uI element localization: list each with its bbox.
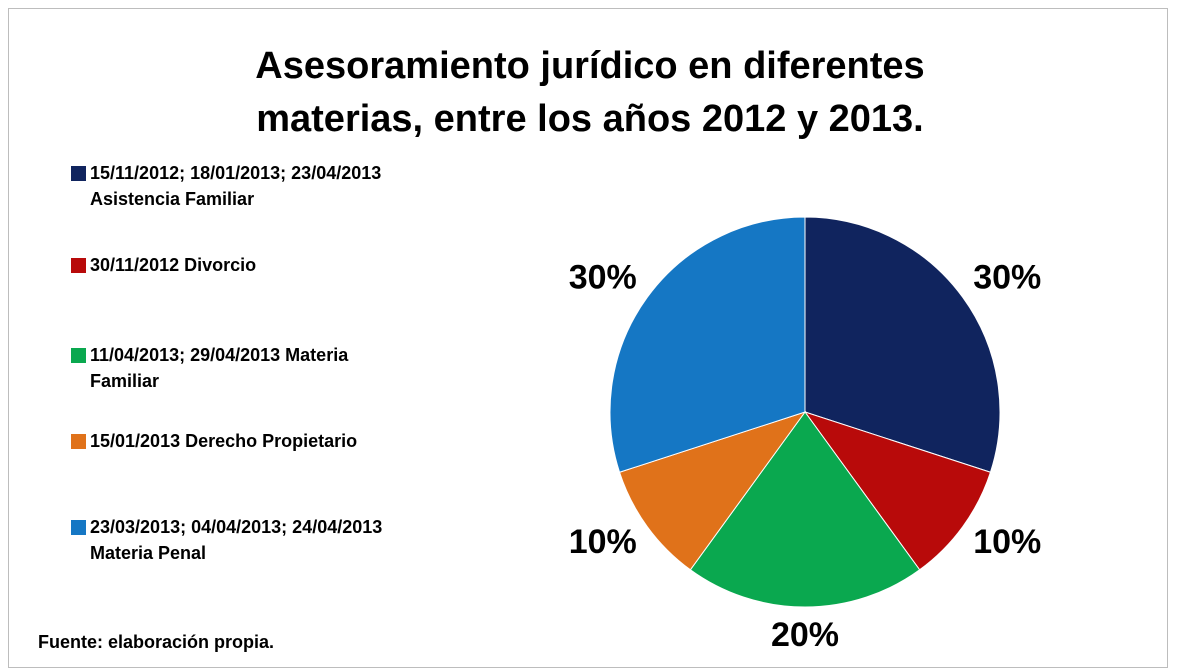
legend-label: 11/04/2013; 29/04/2013 Materia Familiar bbox=[90, 345, 349, 391]
data-label: 30% bbox=[973, 259, 1041, 297]
legend-entry: 30/11/2012 Divorcio bbox=[71, 252, 390, 278]
pie-slice bbox=[803, 411, 992, 571]
legend-swatch bbox=[71, 258, 86, 273]
pie-slice bbox=[618, 411, 807, 571]
legend-entry: 15/01/2013 Derecho Propietario bbox=[71, 428, 390, 454]
legend-label: 15/11/2012; 18/01/2013; 23/04/2013 Asist… bbox=[90, 163, 382, 209]
pie-slice bbox=[804, 216, 1001, 473]
data-label: 10% bbox=[973, 523, 1041, 561]
legend-swatch bbox=[71, 348, 86, 363]
pie-slice bbox=[689, 411, 921, 608]
legend-entry: 11/04/2013; 29/04/2013 Materia Familiar bbox=[71, 342, 390, 394]
chart-title: Asesoramiento jurídico en diferentes mat… bbox=[255, 45, 925, 140]
legend-swatch bbox=[71, 166, 86, 181]
data-label: 10% bbox=[569, 523, 637, 561]
pie-slice bbox=[609, 216, 806, 473]
data-label: 20% bbox=[771, 616, 839, 654]
legend-label: 15/01/2013 Derecho Propietario bbox=[90, 431, 358, 451]
source-note: Fuente: elaboración propia. bbox=[38, 632, 275, 652]
legend-entry: 23/03/2013; 04/04/2013; 24/04/2013 Mater… bbox=[71, 514, 390, 566]
data-label: 30% bbox=[569, 259, 637, 297]
legend-swatch bbox=[71, 434, 86, 449]
legend-label: 30/11/2012 Divorcio bbox=[90, 255, 257, 275]
legend-entry: 15/11/2012; 18/01/2013; 23/04/2013 Asist… bbox=[71, 160, 390, 212]
legend-swatch bbox=[71, 520, 86, 535]
legend-label: 23/03/2013; 04/04/2013; 24/04/2013 Mater… bbox=[90, 517, 383, 563]
